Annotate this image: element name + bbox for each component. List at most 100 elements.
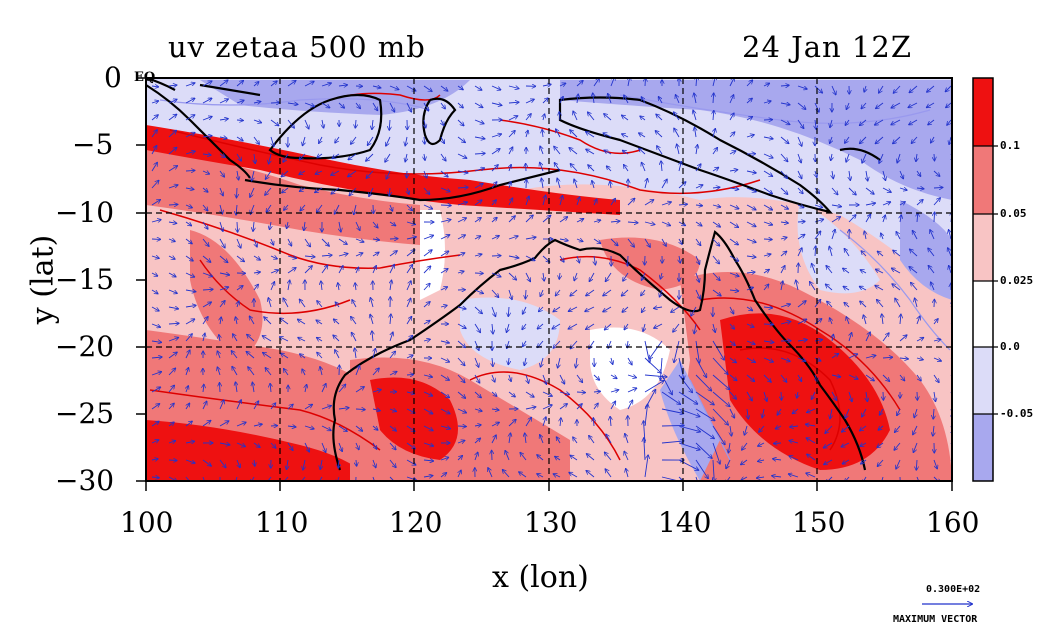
wind-vector [390,204,393,211]
wind-vector [509,374,511,381]
wind-vector [321,406,331,410]
wind-vector [338,102,344,108]
wind-vector [864,231,866,240]
wind-vector [762,408,764,418]
wind-vector [271,238,274,245]
wind-vector [270,270,278,273]
wind-vector [830,136,832,143]
wind-vector [877,300,884,308]
wind-vector [270,403,276,410]
wind-vector [457,253,465,256]
wind-vector [202,476,205,481]
wind-vector [695,205,702,206]
wind-vector [372,331,373,342]
wind-vector [457,171,468,173]
wind-vector [441,119,444,125]
wind-vector [729,132,735,138]
x-tick-label: 160 [926,506,980,539]
wind-vector [627,400,633,410]
wind-vector [860,287,867,291]
wind-vector [370,315,374,325]
wind-vector [474,357,479,367]
wind-vector [949,136,951,144]
wind-vector [728,442,730,453]
wind-vector [299,171,306,174]
wind-vector [219,170,224,177]
wind-vector [713,459,714,481]
wind-vector [542,130,543,138]
wind-vector [236,382,238,393]
wind-vector [219,287,228,291]
wind-vector [491,200,496,206]
wind-vector [474,200,482,206]
wind-vector [491,165,498,172]
wind-vector [236,238,241,248]
wind-vector [878,251,884,257]
wind-vector [315,187,323,192]
wind-vector [491,134,501,138]
eq-label: EQ [134,70,156,85]
wind-vector [338,459,339,468]
wind-vector [491,306,496,316]
wind-vector [440,235,450,240]
wind-vector [525,215,533,223]
wind-vector [440,251,449,257]
wind-vector [185,319,195,325]
wind-vector [695,272,699,282]
wind-vector [610,182,611,189]
wind-vector [338,266,343,274]
wind-vector [928,119,935,125]
wind-vector [729,188,739,189]
wind-vector [593,374,599,380]
wind-vector [474,153,485,154]
wind-vector [659,97,663,104]
wind-vector [712,272,720,280]
wind-vector [624,452,629,461]
wind-vector [780,187,788,194]
wind-vector [946,102,952,107]
wind-vector [491,103,502,105]
wind-vector [639,133,646,138]
wind-vector [332,153,340,158]
wind-vector [641,289,646,296]
wind-vector [780,119,790,124]
wind-vector [559,255,564,262]
wind-vector [458,470,461,478]
wind-vector [586,132,595,138]
wind-vector [606,272,612,281]
wind-vector [185,255,193,261]
wind-vector [540,435,544,444]
wind-vector [266,204,272,212]
wind-vector [236,81,243,87]
y-tick-label: −20 [55,330,115,363]
wind-vector [848,391,852,402]
wind-vector [304,256,315,257]
wind-vector [797,119,804,128]
wind-vector [219,238,225,248]
wind-vector [712,442,720,464]
wind-vector [202,98,212,104]
wind-vector [815,246,816,257]
wind-vector [253,120,261,123]
colorbar-label: 0.0 [1000,340,1020,353]
wind-vector [712,205,721,207]
wind-vector [405,153,407,162]
wind-vector [678,357,684,380]
wind-vector [861,251,867,257]
wind-vector [280,318,289,325]
wind-vector [789,441,799,443]
wind-vector [236,120,243,121]
wind-vector [219,99,228,104]
wind-vector [186,368,189,376]
wind-vector [335,136,340,143]
wind-vector [654,307,663,308]
wind-vector [695,459,708,478]
wind-vector [151,273,158,276]
wind-vector [691,306,697,316]
wind-vector [559,404,567,410]
wind-vector [576,81,583,87]
wind-vector [866,170,868,181]
wind-vector [522,323,527,329]
wind-vector [576,404,582,410]
map-title-left: uv zetaa 500 mb [168,30,426,64]
